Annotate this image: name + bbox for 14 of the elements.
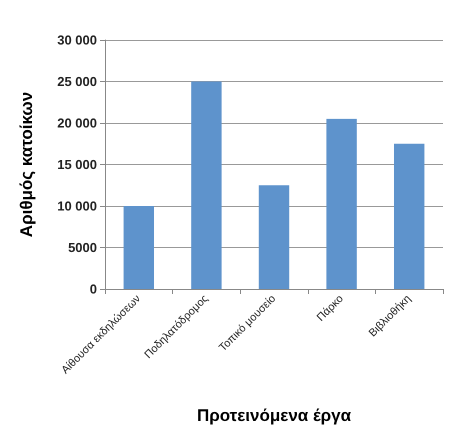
bar <box>124 206 154 289</box>
y-tick-label: 15 000 <box>57 157 97 172</box>
bar <box>191 82 222 289</box>
y-tick-label: 30 000 <box>57 32 97 48</box>
bar <box>258 185 290 289</box>
bar <box>326 118 357 289</box>
bar <box>394 144 424 289</box>
y-tick-label: 25 000 <box>57 74 97 89</box>
y-tick-label: 0 <box>90 282 97 296</box>
y-tick-label: 10 000 <box>57 198 97 214</box>
y-tick-label: 20 000 <box>57 116 97 130</box>
x-axis-title: Προτεινόμενα έργα <box>196 406 352 425</box>
y-tick-label: 5000 <box>68 240 97 255</box>
y-axis-title: Αριθμός κατοίκων <box>17 92 36 238</box>
